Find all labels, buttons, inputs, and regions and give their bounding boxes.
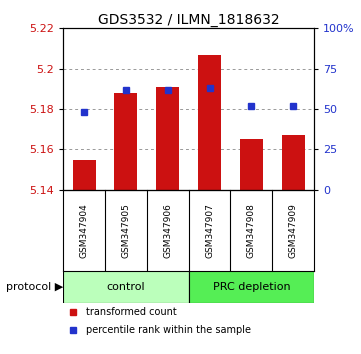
Text: GSM347906: GSM347906: [163, 203, 172, 258]
Bar: [188, 271, 314, 303]
Text: percentile rank within the sample: percentile rank within the sample: [86, 325, 251, 335]
Text: PRC depletion: PRC depletion: [213, 282, 290, 292]
Text: GSM347908: GSM347908: [247, 203, 256, 258]
Text: GSM347909: GSM347909: [289, 203, 298, 258]
Bar: [282, 135, 305, 190]
Text: control: control: [106, 282, 145, 292]
Text: GSM347904: GSM347904: [79, 203, 88, 258]
Bar: [240, 139, 263, 190]
Bar: [73, 160, 96, 190]
Bar: [114, 93, 138, 190]
Title: GDS3532 / ILMN_1818632: GDS3532 / ILMN_1818632: [98, 13, 279, 27]
Bar: [156, 87, 179, 190]
Text: transformed count: transformed count: [86, 307, 177, 317]
Text: GSM347905: GSM347905: [121, 203, 130, 258]
Text: GSM347907: GSM347907: [205, 203, 214, 258]
Bar: [63, 271, 188, 303]
Text: protocol ▶: protocol ▶: [6, 282, 63, 292]
Bar: [198, 55, 221, 190]
